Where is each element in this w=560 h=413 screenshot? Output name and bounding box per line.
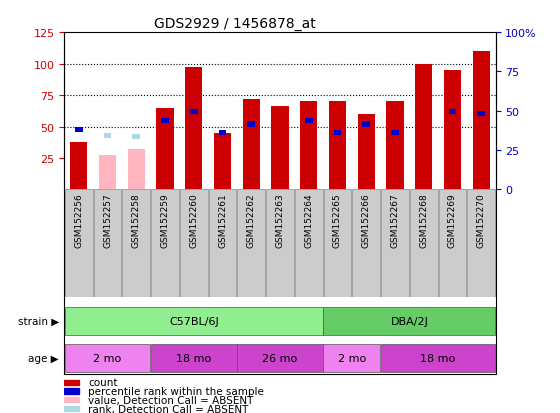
- Bar: [65, 344, 150, 372]
- Bar: [75, 127, 83, 132]
- Text: C57BL/6J: C57BL/6J: [169, 316, 218, 326]
- Bar: [381, 344, 495, 372]
- Text: GSM152259: GSM152259: [161, 193, 170, 248]
- Text: GSM152266: GSM152266: [362, 193, 371, 248]
- Bar: [65, 190, 92, 297]
- Text: GSM152258: GSM152258: [132, 193, 141, 248]
- Text: GSM152260: GSM152260: [189, 193, 198, 248]
- Bar: [237, 190, 265, 297]
- Bar: [64, 397, 80, 402]
- Bar: [266, 190, 294, 297]
- Bar: [468, 190, 495, 297]
- Text: percentile rank within the sample: percentile rank within the sample: [88, 386, 264, 396]
- Text: count: count: [88, 377, 118, 387]
- Text: DBA/2J: DBA/2J: [390, 316, 428, 326]
- Bar: [449, 109, 456, 115]
- Bar: [272, 107, 288, 190]
- Text: GSM152269: GSM152269: [448, 193, 457, 248]
- Text: GSM152267: GSM152267: [390, 193, 399, 248]
- Bar: [156, 108, 174, 190]
- Bar: [438, 190, 466, 297]
- Text: value, Detection Call = ABSENT: value, Detection Call = ABSENT: [88, 395, 254, 405]
- Bar: [94, 190, 122, 297]
- Bar: [242, 100, 260, 190]
- Bar: [444, 71, 461, 190]
- Text: 2 mo: 2 mo: [94, 353, 122, 363]
- Bar: [334, 131, 342, 136]
- Bar: [214, 133, 231, 190]
- Bar: [128, 150, 145, 190]
- Text: GSM152263: GSM152263: [276, 193, 284, 248]
- Bar: [248, 122, 255, 127]
- Bar: [64, 380, 80, 385]
- Bar: [324, 344, 380, 372]
- Text: GDS2929 / 1456878_at: GDS2929 / 1456878_at: [155, 17, 316, 31]
- Text: GSM152265: GSM152265: [333, 193, 342, 248]
- Text: rank, Detection Call = ABSENT: rank, Detection Call = ABSENT: [88, 404, 249, 413]
- Bar: [362, 122, 370, 127]
- Bar: [123, 190, 150, 297]
- Bar: [185, 68, 202, 190]
- Bar: [300, 102, 318, 190]
- Text: 18 mo: 18 mo: [421, 353, 456, 363]
- Bar: [324, 190, 351, 297]
- Bar: [218, 131, 226, 136]
- Bar: [180, 190, 208, 297]
- Bar: [391, 131, 399, 136]
- Text: age ▶: age ▶: [28, 353, 59, 363]
- Text: GSM152262: GSM152262: [247, 193, 256, 248]
- Bar: [358, 115, 375, 190]
- Bar: [415, 64, 432, 190]
- Bar: [295, 190, 323, 297]
- Bar: [104, 133, 111, 138]
- Text: strain ▶: strain ▶: [17, 316, 59, 326]
- Bar: [64, 406, 80, 411]
- Bar: [65, 307, 323, 335]
- Bar: [190, 109, 198, 115]
- Bar: [410, 190, 437, 297]
- Bar: [477, 112, 485, 117]
- Bar: [70, 142, 87, 190]
- Bar: [209, 190, 236, 297]
- Bar: [329, 102, 346, 190]
- Text: GSM152256: GSM152256: [74, 193, 83, 248]
- Bar: [132, 135, 140, 140]
- Text: GSM152268: GSM152268: [419, 193, 428, 248]
- Bar: [64, 388, 80, 394]
- Bar: [473, 52, 490, 190]
- Bar: [305, 119, 312, 123]
- Bar: [324, 307, 495, 335]
- Text: 2 mo: 2 mo: [338, 353, 366, 363]
- Bar: [386, 102, 404, 190]
- Text: 18 mo: 18 mo: [176, 353, 211, 363]
- Bar: [237, 344, 323, 372]
- Bar: [151, 344, 236, 372]
- Text: GSM152270: GSM152270: [477, 193, 486, 248]
- Text: GSM152257: GSM152257: [103, 193, 112, 248]
- Bar: [99, 156, 116, 190]
- Text: GSM152261: GSM152261: [218, 193, 227, 248]
- Bar: [161, 119, 169, 123]
- Text: GSM152264: GSM152264: [304, 193, 313, 248]
- Text: 26 mo: 26 mo: [263, 353, 297, 363]
- Bar: [381, 190, 409, 297]
- Bar: [352, 190, 380, 297]
- Bar: [151, 190, 179, 297]
